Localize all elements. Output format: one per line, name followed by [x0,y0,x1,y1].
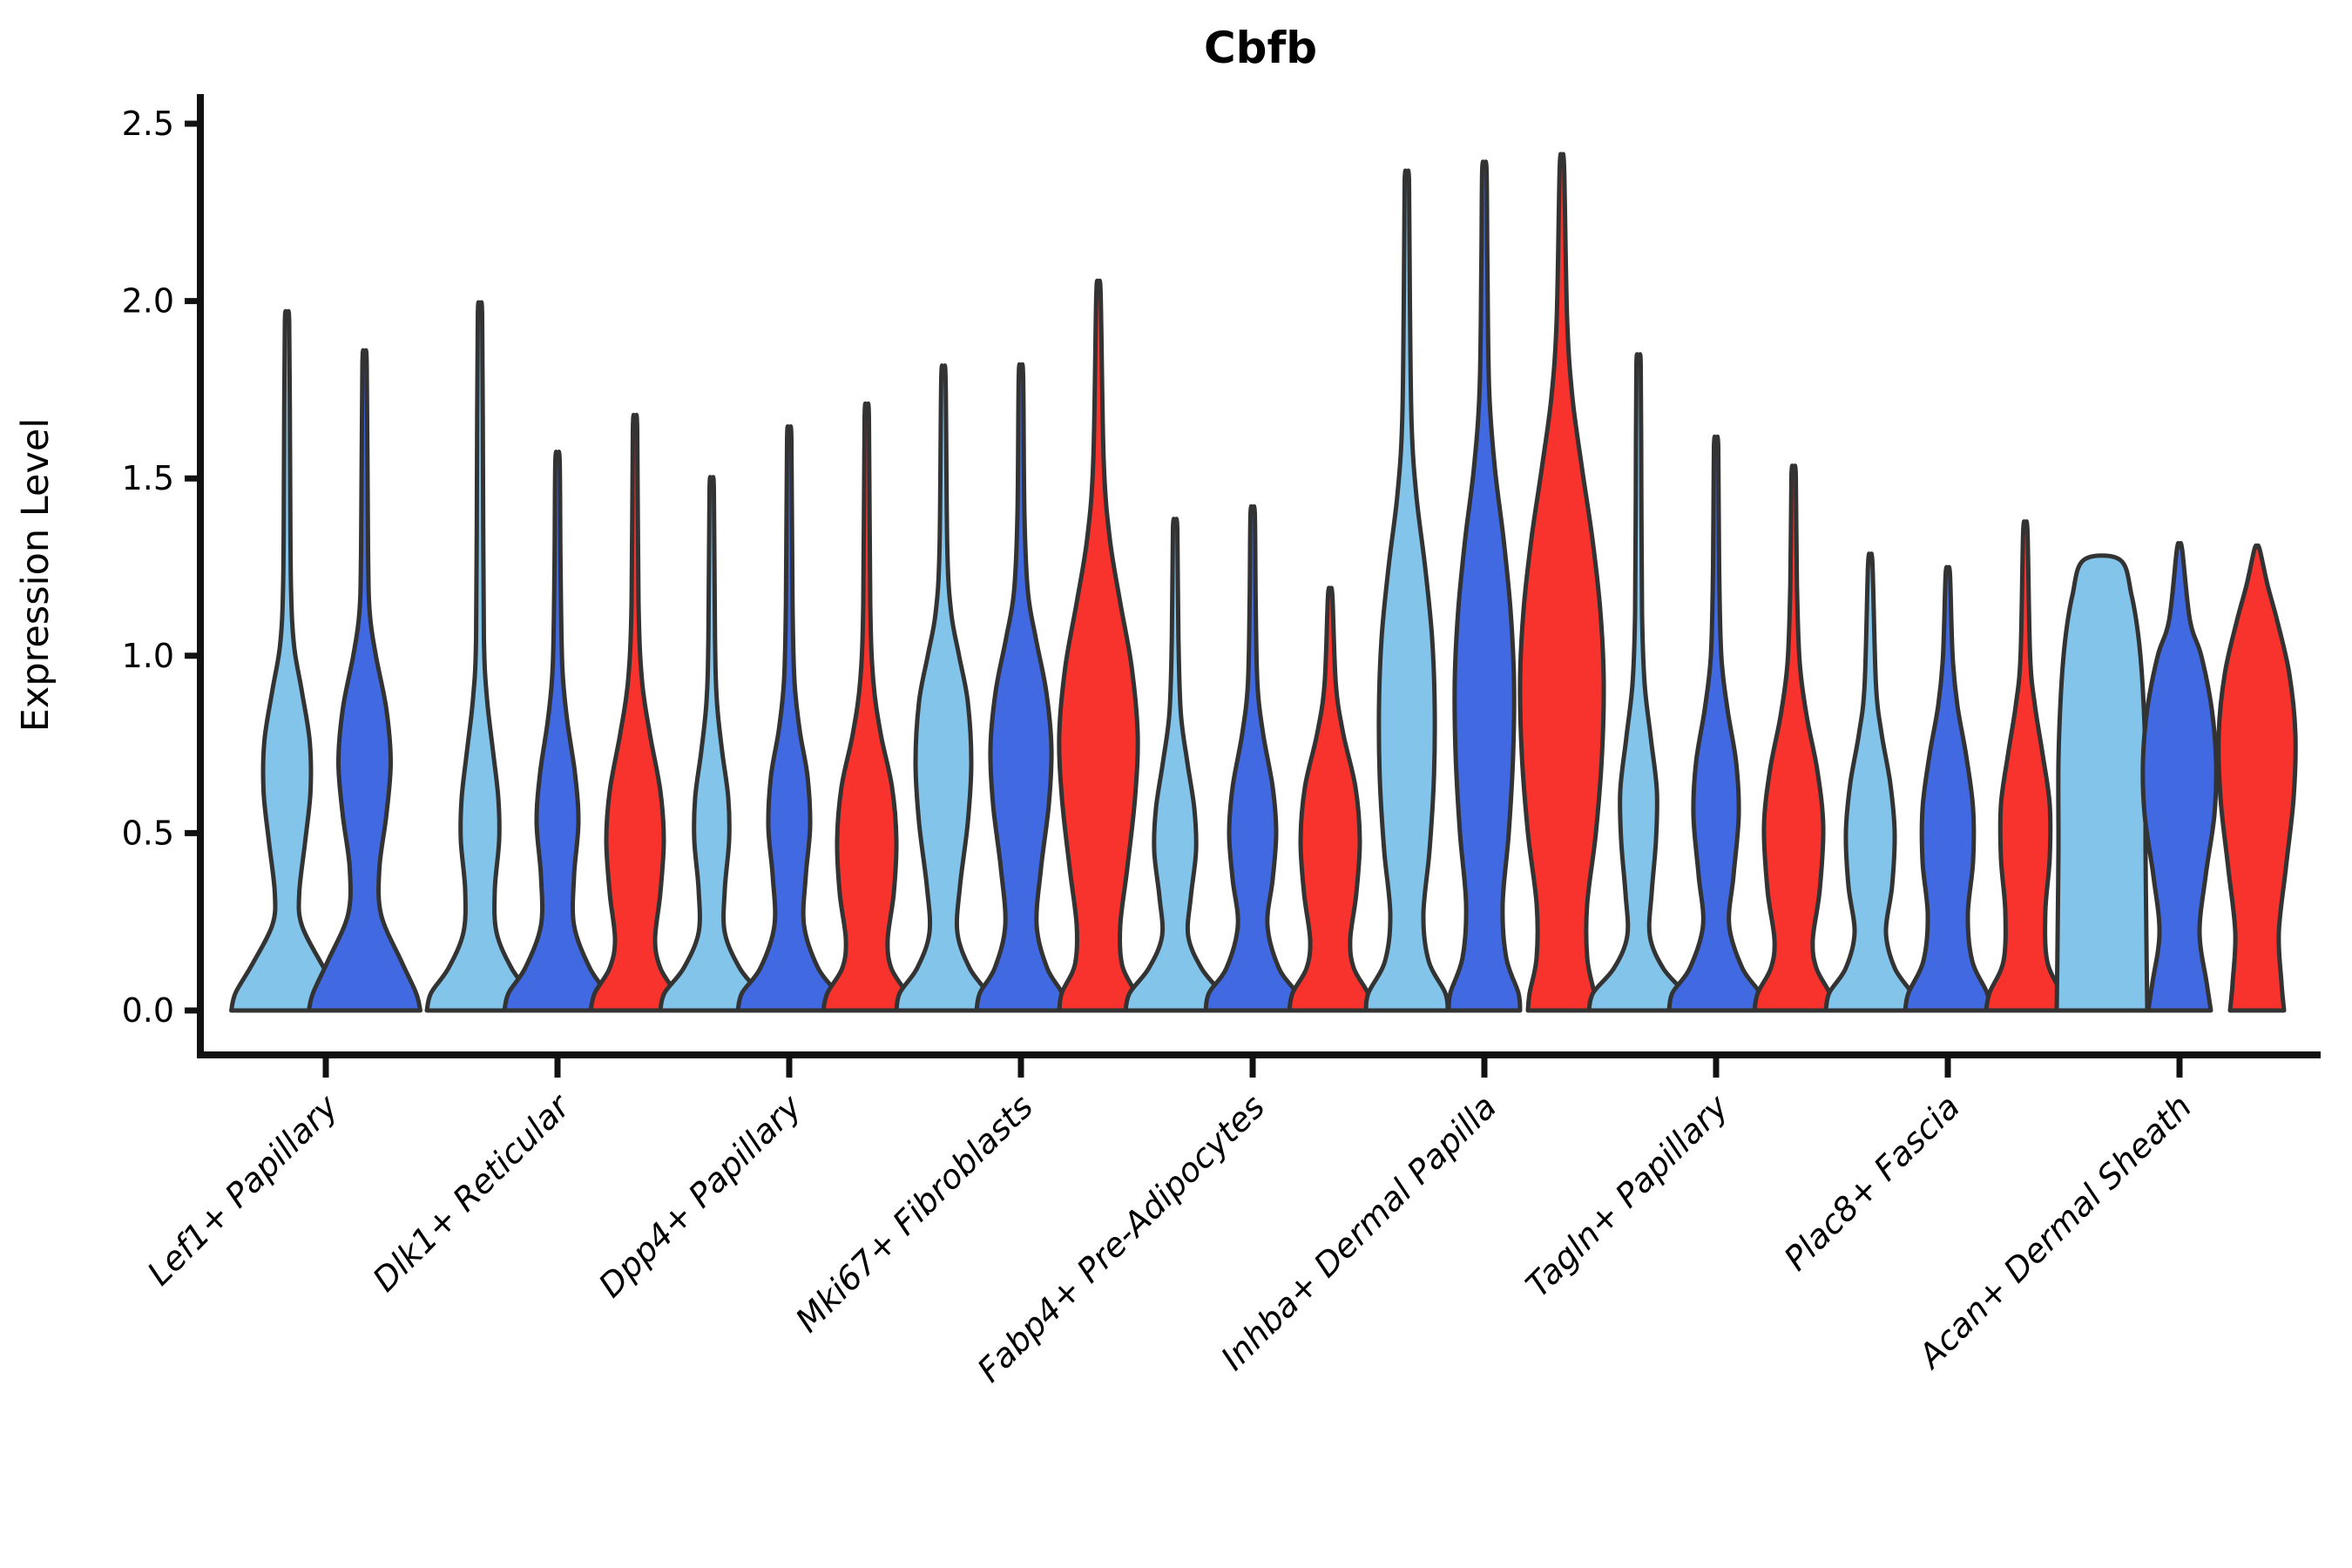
violin-group2-series3 [588,412,682,1013]
y-tick-label: 1.5 [122,459,174,497]
y-tick-label: 0.0 [122,991,174,1030]
y-tick-label: 0.5 [122,814,174,852]
violins [229,152,2298,1013]
violin-group7-series2 [1666,434,1766,1013]
x-tick-label: Dpp4+ Papillary [591,1087,809,1305]
violin-group2-series2 [502,449,613,1013]
violin-group6-series2 [1446,159,1523,1013]
violin-group6-series1 [1363,168,1450,1013]
violin-group5-series1 [1123,517,1227,1013]
x-tick-labels: Lef1+ Papillary Dlk1+ Reticular Dpp4+ Papi… [140,1086,2200,1390]
x-tick-label: Lef1+ Papillary [140,1087,346,1293]
violin-group5-series2 [1203,504,1302,1013]
violin-group8-series3 [1984,519,2067,1013]
violin-group3-series1 [658,475,766,1013]
violin-group7-series3 [1752,463,1835,1013]
x-tick-label: Tagln+ Papillary [1518,1087,1736,1305]
violin-group4-series1 [894,363,993,1013]
x-tick-label: Dlk1+ Reticular [365,1086,578,1300]
violin-group3-series3 [821,401,913,1013]
violin-group1-series2 [307,348,422,1013]
violin-group4-series3 [1057,278,1140,1013]
y-tick-label: 2.5 [122,105,174,143]
violin-group9-series3 [2216,543,2298,1013]
violin-group8-series2 [1903,564,1993,1013]
y-tick-label: 1.0 [122,637,174,675]
violin-group7-series1 [1586,352,1691,1013]
violin-group5-series3 [1287,585,1374,1013]
x-tick-label: Acan+ Dermal Sheath [1909,1087,2200,1377]
violin-group3-series2 [735,424,843,1013]
violin-group9-series2 [2140,540,2219,1013]
x-tick-label: Mki67+ Fibroblasts [788,1087,1041,1340]
x-tick-label: Plac8+ Fascia [1777,1087,1968,1278]
violin-group2-series1 [424,300,536,1013]
violin-group4-series2 [974,362,1068,1013]
violin-group6-series3 [1517,152,1606,1013]
y-tick-label: 2.0 [122,282,174,321]
y-axis-label: Expression Level [14,418,57,733]
axes [185,94,2321,1078]
violin-group1-series1 [229,308,345,1013]
x-tick-label: Inhba+ Dermal Papilla [1213,1087,1504,1377]
violin-group8-series1 [1823,551,1917,1013]
violin-group9-series1 [2054,553,2150,1013]
chart-title: Cbfb [1204,23,1317,73]
y-tick-labels: 0.0 0.5 1.0 1.5 2.0 2.5 [122,105,174,1030]
